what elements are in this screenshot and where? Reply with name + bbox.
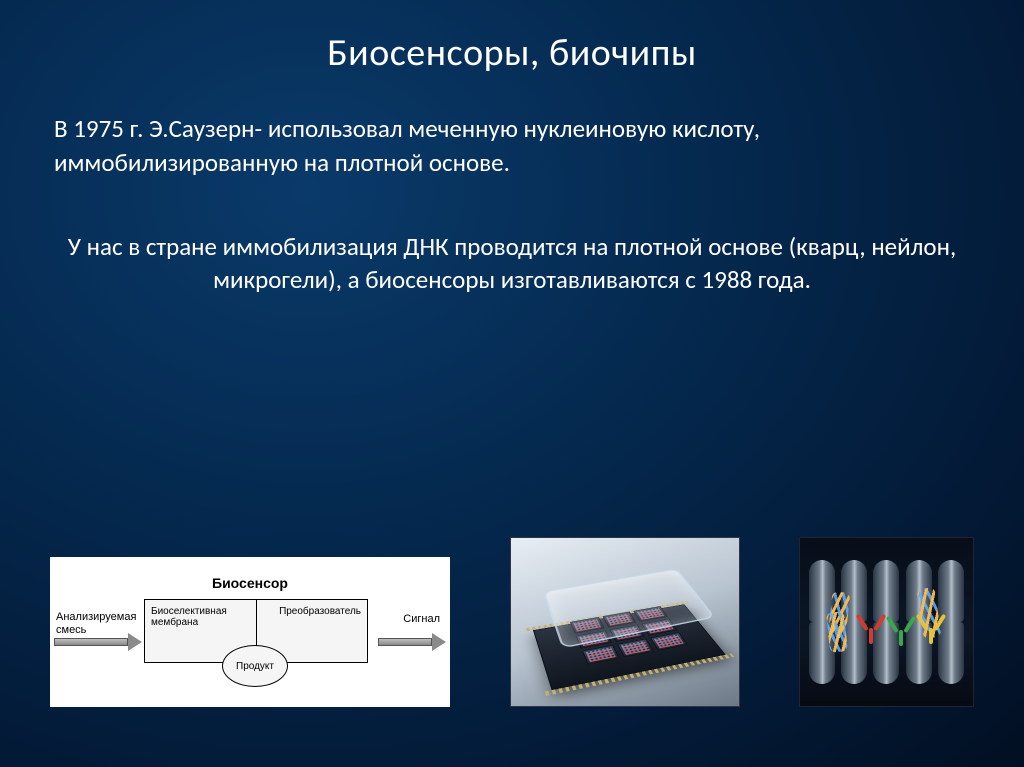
- pillars-bottom-row: [800, 622, 973, 700]
- images-row: Биосенсор Анализируемая смесь Сигнал Био…: [50, 537, 974, 707]
- pillar-icon: [938, 560, 964, 622]
- antibody-icon: [892, 616, 910, 646]
- pillar-icon: [938, 622, 964, 684]
- biosensor-output-label: Сигнал: [403, 613, 440, 625]
- biosensor-product-label: Продукт: [222, 645, 288, 687]
- antibody-icon: [862, 614, 880, 644]
- slide: Биосенсоры, биочипы В 1975 г. Э.Саузерн-…: [0, 0, 1024, 767]
- pillar-icon: [873, 560, 899, 622]
- biosensor-input-label: Анализируемая смесь: [56, 611, 138, 636]
- paragraph-1: В 1975 г. Э.Саузерн- использовал меченну…: [50, 112, 974, 180]
- page-title: Биосенсоры, биочипы: [50, 30, 974, 76]
- biosensor-canvas: Биосенсор Анализируемая смесь Сигнал Био…: [50, 557, 450, 707]
- arrow-input-icon: [54, 635, 142, 649]
- dna-antibody-image: [799, 537, 974, 707]
- biochip-image: [510, 537, 740, 707]
- biosensor-title: Биосенсор: [50, 575, 450, 591]
- antibody-icon: [922, 614, 940, 644]
- biosensor-diagram: Биосенсор Анализируемая смесь Сигнал Био…: [50, 557, 450, 707]
- arrow-output-icon: [378, 635, 446, 649]
- paragraph-2: У нас в стране иммобилизация ДНК проводи…: [52, 230, 972, 298]
- pillars-top-row: [800, 544, 973, 622]
